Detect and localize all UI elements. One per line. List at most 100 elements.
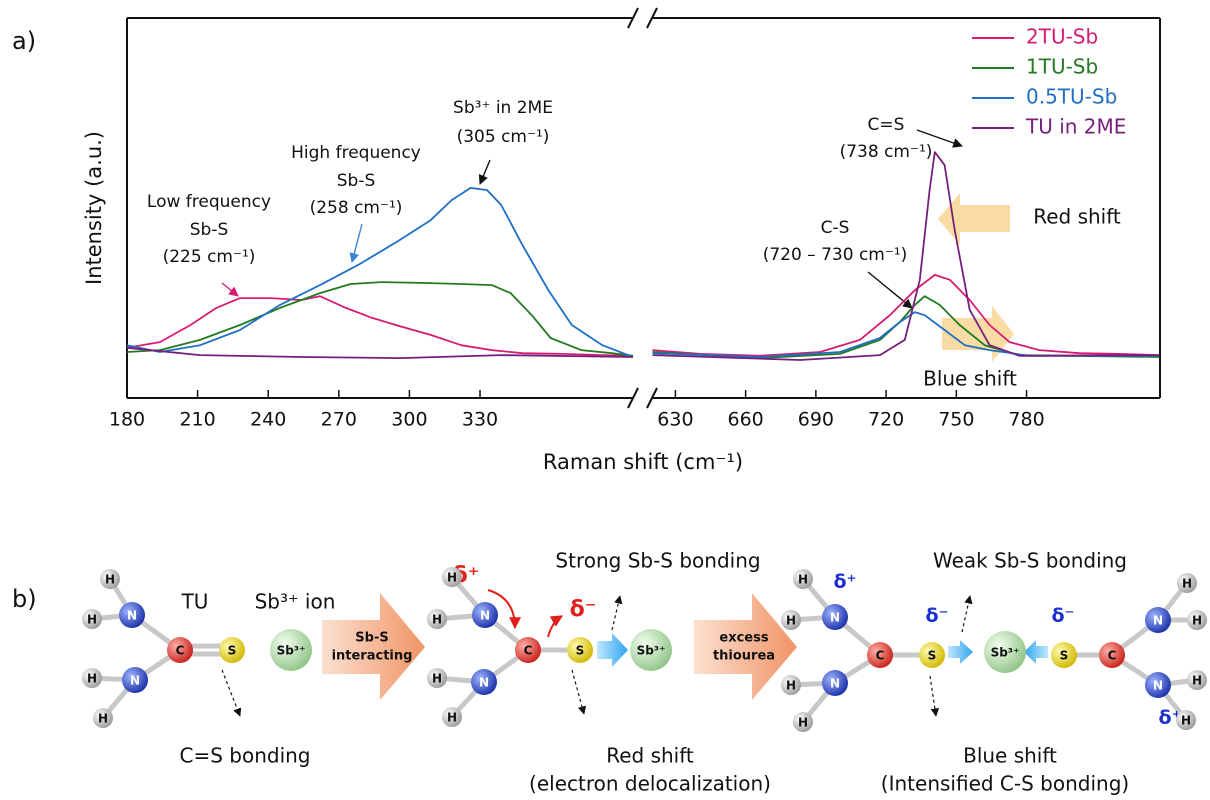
atom	[793, 569, 813, 589]
atom	[1177, 573, 1197, 593]
process-arrow	[694, 593, 797, 700]
partial-charge: δ⁻	[1051, 605, 1074, 627]
atom	[1187, 610, 1207, 630]
atom-label: N	[830, 611, 840, 625]
atom-label: S	[1060, 649, 1069, 663]
atom	[427, 609, 447, 629]
x-tick-label: 270	[321, 409, 357, 431]
electron-arrows	[487, 589, 564, 638]
partial-charge: δ⁻	[570, 597, 597, 622]
spectrum-line	[126, 346, 634, 359]
atom	[472, 602, 498, 628]
atom	[219, 637, 245, 663]
atom-label: N	[479, 676, 489, 690]
annotation: (258 cm⁻¹)	[310, 198, 403, 218]
x-tick-label: 330	[462, 409, 498, 431]
atom	[793, 712, 813, 732]
atom	[93, 708, 113, 728]
annotation-arrows	[221, 129, 963, 309]
atom-label: H	[786, 614, 796, 628]
plot-frame	[126, 7, 1161, 409]
atom	[1176, 710, 1196, 730]
atom-label: S	[228, 644, 237, 658]
diagram-label: C=S bonding	[179, 744, 310, 768]
spectrum-line	[652, 274, 1160, 357]
atom	[82, 668, 102, 688]
annotation: Blue shift	[923, 367, 1017, 391]
red-shift-arrow	[938, 193, 1010, 245]
partial-charge: δ⁻	[925, 605, 948, 627]
annotation: Red shift	[1033, 205, 1121, 229]
annotation: Sb³⁺ in 2ME	[453, 98, 553, 118]
atom	[1051, 642, 1077, 668]
atom	[781, 675, 801, 695]
atom-label: H	[432, 672, 442, 686]
spectrum-line	[126, 281, 634, 357]
atom	[167, 637, 193, 663]
atom	[822, 670, 848, 696]
legend-label: 2TU-Sb	[1026, 25, 1098, 49]
partial-charge: δ⁺	[1158, 707, 1181, 729]
x-tick-label: 780	[1008, 409, 1044, 431]
annotation: (305 cm⁻¹)	[457, 127, 550, 147]
atom-label: N	[830, 677, 840, 691]
donation-arrow	[1024, 640, 1048, 664]
atom	[1145, 607, 1171, 633]
diagram-label: TU	[181, 590, 209, 614]
atom	[119, 602, 145, 628]
x-tick-label: 690	[798, 409, 834, 431]
diagram-label: Blue shift	[963, 744, 1057, 768]
diagram-label: Sb³⁺ ion	[255, 590, 336, 614]
annotation: Sb-S	[337, 171, 376, 191]
legend-label: TU in 2ME	[1025, 115, 1126, 139]
x-tick-label: 210	[179, 409, 215, 431]
atom	[1187, 670, 1207, 690]
spectrum-line	[652, 295, 1160, 359]
annotation: High frequency	[291, 143, 421, 163]
x-tick-label: 240	[250, 409, 286, 431]
diagram-label: interacting	[332, 649, 413, 664]
panel-label: a)	[12, 27, 36, 55]
atom-label: C	[176, 644, 185, 658]
atom-label: H	[447, 711, 457, 725]
atom-label: N	[1153, 679, 1163, 693]
atom	[867, 642, 893, 668]
diagram-label: Red shift	[606, 744, 694, 768]
legend-label: 0.5TU-Sb	[1026, 85, 1117, 109]
atom-label: H	[432, 613, 442, 627]
atom-label: N	[1153, 614, 1163, 628]
spectrum-line	[652, 311, 1160, 358]
atom-label: H	[798, 716, 808, 730]
diagram-label: (electron delocalization)	[529, 772, 771, 796]
atom-label: H	[87, 672, 97, 686]
annotation: (738 cm⁻¹)	[840, 142, 933, 162]
annotation: C=S	[868, 115, 905, 135]
atom	[442, 707, 462, 727]
annotation: C-S	[821, 218, 850, 238]
diagram-label: Weak Sb-S bonding	[933, 549, 1127, 573]
atom-label: N	[480, 609, 490, 623]
atom-label: H	[1182, 577, 1192, 591]
atom	[515, 637, 541, 663]
atom-label: N	[130, 674, 140, 688]
atom	[442, 567, 462, 587]
annotation: Low frequency	[147, 192, 271, 212]
atom-label: Sb³⁺	[991, 646, 1020, 660]
x-tick-label: 660	[728, 409, 764, 431]
panel-label: b)	[12, 585, 37, 613]
atom-label: H	[1181, 714, 1191, 728]
atom	[471, 669, 497, 695]
x-tick-label: 630	[657, 409, 693, 431]
atom-label: H	[798, 573, 808, 587]
diagram-label: thiourea	[713, 649, 775, 664]
legend-label: 1TU-Sb	[1026, 55, 1098, 79]
atom-label: C	[1108, 649, 1117, 663]
diagram-label: excess	[719, 631, 768, 646]
x-axis-label: Raman shift (cm⁻¹)	[543, 450, 743, 474]
atom	[270, 629, 312, 671]
annotation: (225 cm⁻¹)	[163, 247, 256, 267]
atom-label: Sb³⁺	[277, 644, 306, 658]
atom-label: H	[1192, 674, 1202, 688]
atom-label: Sb³⁺	[637, 644, 666, 658]
spectrum-line	[126, 295, 634, 357]
